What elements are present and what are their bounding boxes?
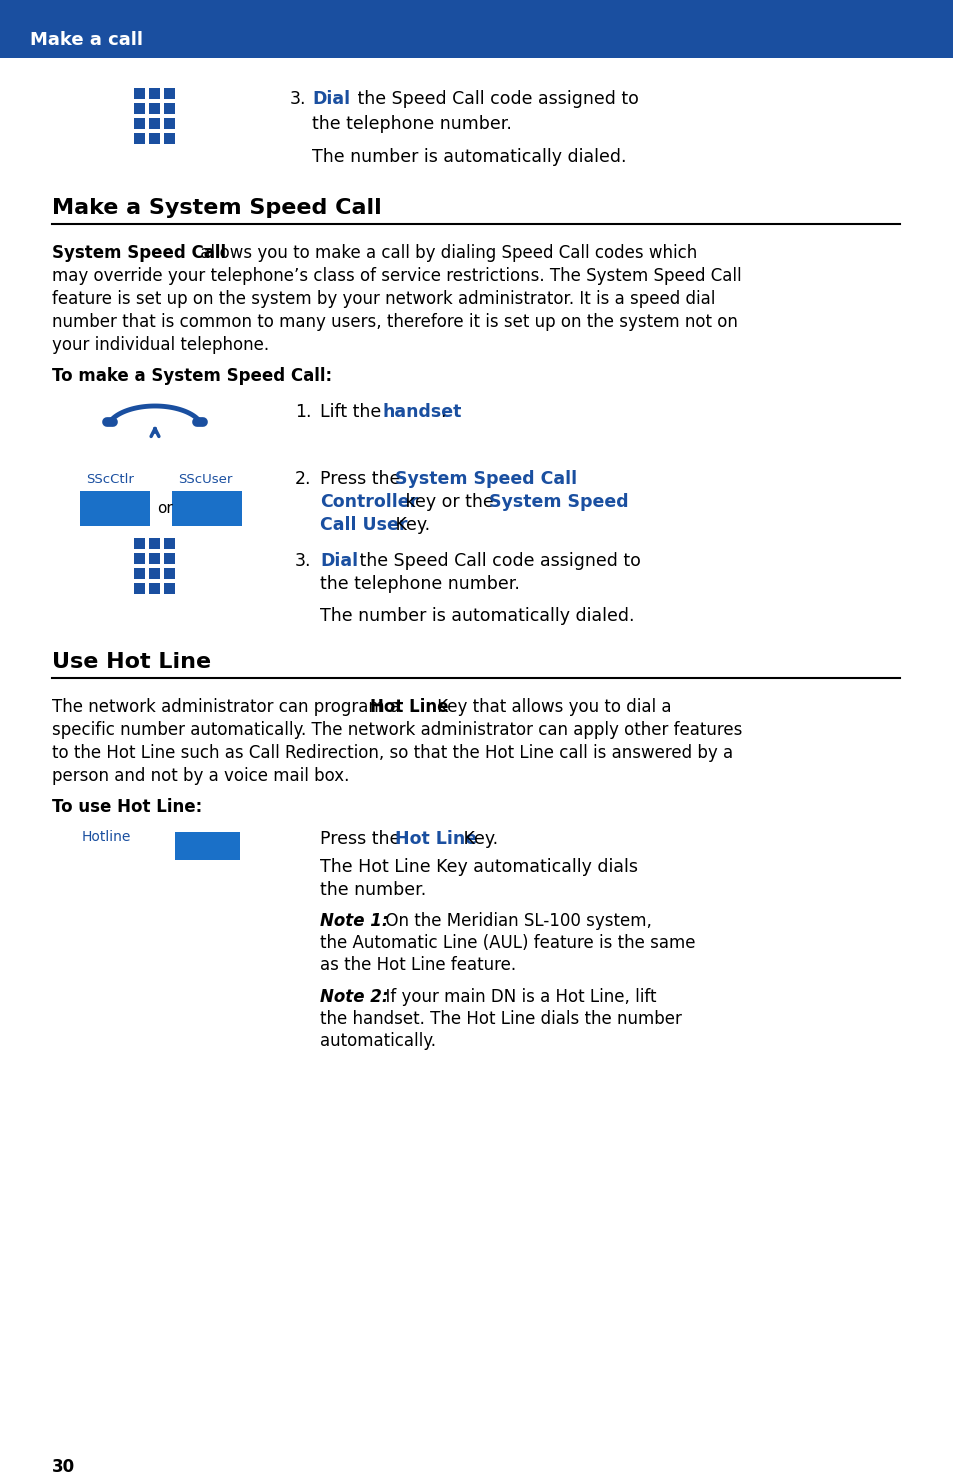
Text: 3.: 3. bbox=[290, 90, 306, 108]
FancyBboxPatch shape bbox=[134, 88, 146, 99]
FancyBboxPatch shape bbox=[134, 583, 146, 594]
FancyBboxPatch shape bbox=[150, 583, 160, 594]
FancyBboxPatch shape bbox=[134, 133, 146, 145]
Text: System Speed Call: System Speed Call bbox=[52, 243, 226, 263]
FancyBboxPatch shape bbox=[164, 133, 175, 145]
Text: handset: handset bbox=[382, 403, 462, 420]
Text: the telephone number.: the telephone number. bbox=[312, 115, 512, 133]
FancyBboxPatch shape bbox=[164, 583, 175, 594]
Text: the Automatic Line (AUL) feature is the same: the Automatic Line (AUL) feature is the … bbox=[319, 934, 695, 951]
Text: .: . bbox=[439, 403, 445, 420]
Text: automatically.: automatically. bbox=[319, 1032, 436, 1050]
Text: the number.: the number. bbox=[319, 881, 426, 898]
FancyBboxPatch shape bbox=[0, 0, 953, 58]
Text: The number is automatically dialed.: The number is automatically dialed. bbox=[319, 608, 634, 625]
Text: On the Meridian SL-100 system,: On the Meridian SL-100 system, bbox=[375, 912, 651, 931]
Text: Note 1:: Note 1: bbox=[319, 912, 388, 931]
Text: Key.: Key. bbox=[390, 516, 430, 534]
FancyBboxPatch shape bbox=[164, 568, 175, 580]
Text: Press the: Press the bbox=[319, 471, 405, 488]
FancyBboxPatch shape bbox=[172, 491, 242, 527]
Text: 3.: 3. bbox=[294, 552, 312, 569]
Text: Hot Line: Hot Line bbox=[395, 830, 476, 848]
Text: the Speed Call code assigned to: the Speed Call code assigned to bbox=[354, 552, 640, 569]
Text: may override your telephone’s class of service restrictions. The System Speed Ca: may override your telephone’s class of s… bbox=[52, 267, 740, 285]
Text: Hot Line: Hot Line bbox=[370, 698, 448, 715]
Text: SScUser: SScUser bbox=[178, 473, 233, 485]
Text: the Speed Call code assigned to: the Speed Call code assigned to bbox=[352, 90, 639, 108]
Text: System Speed Call: System Speed Call bbox=[395, 471, 577, 488]
FancyBboxPatch shape bbox=[164, 538, 175, 549]
Text: SScCtlr: SScCtlr bbox=[86, 473, 133, 485]
Text: Make a System Speed Call: Make a System Speed Call bbox=[52, 198, 381, 218]
Text: the telephone number.: the telephone number. bbox=[319, 575, 519, 593]
Text: 1.: 1. bbox=[294, 403, 312, 420]
Text: Call User: Call User bbox=[319, 516, 407, 534]
Text: System Speed: System Speed bbox=[489, 493, 628, 510]
FancyBboxPatch shape bbox=[174, 832, 240, 860]
Text: Note 2:: Note 2: bbox=[319, 988, 388, 1006]
Text: number that is common to many users, therefore it is set up on the system not on: number that is common to many users, the… bbox=[52, 313, 737, 330]
FancyBboxPatch shape bbox=[134, 103, 146, 114]
FancyBboxPatch shape bbox=[150, 553, 160, 563]
Text: The Hot Line Key automatically dials: The Hot Line Key automatically dials bbox=[319, 858, 638, 876]
Text: Hotline: Hotline bbox=[82, 830, 132, 844]
Text: Controller: Controller bbox=[319, 493, 417, 510]
Text: To use Hot Line:: To use Hot Line: bbox=[52, 798, 202, 816]
Text: person and not by a voice mail box.: person and not by a voice mail box. bbox=[52, 767, 349, 785]
FancyBboxPatch shape bbox=[134, 553, 146, 563]
Text: Make a call: Make a call bbox=[30, 31, 143, 49]
FancyBboxPatch shape bbox=[164, 118, 175, 128]
Text: Key.: Key. bbox=[457, 830, 497, 848]
Text: to the Hot Line such as Call Redirection, so that the Hot Line call is answered : to the Hot Line such as Call Redirection… bbox=[52, 743, 732, 763]
Text: feature is set up on the system by your network administrator. It is a speed dia: feature is set up on the system by your … bbox=[52, 291, 715, 308]
FancyBboxPatch shape bbox=[164, 88, 175, 99]
FancyBboxPatch shape bbox=[164, 553, 175, 563]
Text: key or the: key or the bbox=[399, 493, 498, 510]
FancyBboxPatch shape bbox=[164, 103, 175, 114]
Text: Key that allows you to dial a: Key that allows you to dial a bbox=[432, 698, 671, 715]
Text: Use Hot Line: Use Hot Line bbox=[52, 652, 211, 673]
FancyBboxPatch shape bbox=[134, 568, 146, 580]
Text: Dial: Dial bbox=[312, 90, 350, 108]
Text: allows you to make a call by dialing Speed Call codes which: allows you to make a call by dialing Spe… bbox=[194, 243, 697, 263]
Text: 2.: 2. bbox=[294, 471, 312, 488]
Text: as the Hot Line feature.: as the Hot Line feature. bbox=[319, 956, 516, 974]
FancyBboxPatch shape bbox=[150, 568, 160, 580]
Text: If your main DN is a Hot Line, lift: If your main DN is a Hot Line, lift bbox=[375, 988, 656, 1006]
Text: The network administrator can program a: The network administrator can program a bbox=[52, 698, 405, 715]
Text: 30: 30 bbox=[52, 1457, 75, 1475]
FancyBboxPatch shape bbox=[150, 133, 160, 145]
Text: Press the: Press the bbox=[319, 830, 405, 848]
Text: To make a System Speed Call:: To make a System Speed Call: bbox=[52, 367, 332, 385]
Text: Dial: Dial bbox=[319, 552, 357, 569]
Text: The number is automatically dialed.: The number is automatically dialed. bbox=[312, 148, 626, 167]
Text: the handset. The Hot Line dials the number: the handset. The Hot Line dials the numb… bbox=[319, 1010, 681, 1028]
Text: or: or bbox=[157, 502, 172, 516]
FancyBboxPatch shape bbox=[134, 538, 146, 549]
Text: Lift the: Lift the bbox=[319, 403, 386, 420]
Text: specific number automatically. The network administrator can apply other feature: specific number automatically. The netwo… bbox=[52, 721, 741, 739]
FancyBboxPatch shape bbox=[150, 538, 160, 549]
FancyBboxPatch shape bbox=[80, 491, 150, 527]
FancyBboxPatch shape bbox=[150, 103, 160, 114]
Text: your individual telephone.: your individual telephone. bbox=[52, 336, 269, 354]
FancyBboxPatch shape bbox=[150, 118, 160, 128]
FancyBboxPatch shape bbox=[150, 88, 160, 99]
FancyBboxPatch shape bbox=[134, 118, 146, 128]
